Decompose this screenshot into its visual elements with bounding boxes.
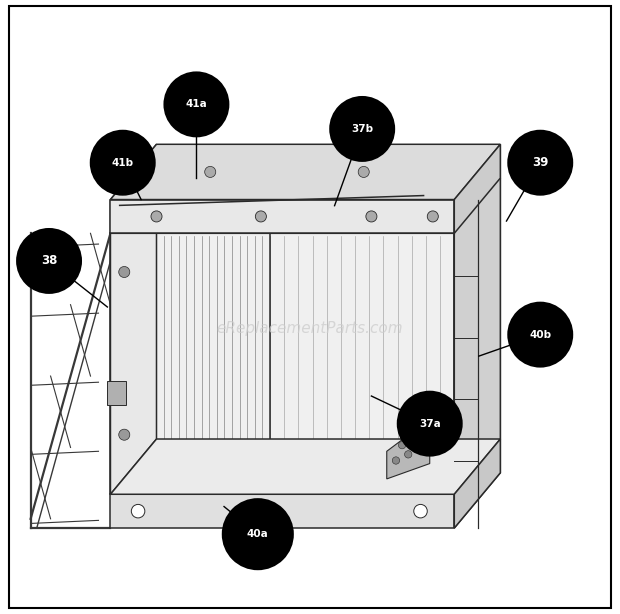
Circle shape	[414, 505, 427, 518]
Circle shape	[205, 166, 216, 177]
Text: eReplacementParts.com: eReplacementParts.com	[216, 321, 404, 336]
Circle shape	[151, 211, 162, 222]
Polygon shape	[107, 381, 126, 405]
Text: 38: 38	[41, 254, 57, 268]
Polygon shape	[454, 144, 500, 233]
Polygon shape	[110, 200, 454, 233]
Circle shape	[366, 211, 377, 222]
Circle shape	[119, 429, 130, 440]
Text: 37a: 37a	[419, 419, 441, 429]
Circle shape	[91, 131, 154, 195]
Circle shape	[330, 97, 394, 161]
Circle shape	[427, 211, 438, 222]
Text: 40a: 40a	[247, 529, 268, 539]
Polygon shape	[110, 144, 156, 494]
Polygon shape	[454, 439, 500, 528]
Polygon shape	[454, 178, 500, 494]
Polygon shape	[110, 494, 454, 528]
Circle shape	[358, 166, 370, 177]
Circle shape	[399, 441, 405, 449]
Polygon shape	[488, 196, 500, 448]
Polygon shape	[110, 144, 500, 200]
Circle shape	[131, 505, 145, 518]
Polygon shape	[110, 233, 454, 494]
Circle shape	[508, 303, 572, 367]
Text: 41b: 41b	[112, 158, 134, 168]
Polygon shape	[454, 144, 500, 528]
Text: 40b: 40b	[529, 330, 551, 340]
Circle shape	[392, 457, 400, 464]
Circle shape	[164, 72, 228, 136]
Circle shape	[508, 131, 572, 195]
Circle shape	[223, 499, 293, 569]
Circle shape	[119, 266, 130, 278]
Polygon shape	[387, 433, 430, 479]
Text: 41a: 41a	[185, 99, 207, 109]
Circle shape	[17, 229, 81, 293]
Circle shape	[255, 211, 267, 222]
Circle shape	[405, 451, 412, 458]
Text: 39: 39	[532, 156, 549, 169]
Circle shape	[254, 505, 268, 518]
Circle shape	[398, 392, 462, 456]
Text: 37b: 37b	[351, 124, 373, 134]
Polygon shape	[110, 439, 500, 494]
Polygon shape	[110, 178, 500, 233]
